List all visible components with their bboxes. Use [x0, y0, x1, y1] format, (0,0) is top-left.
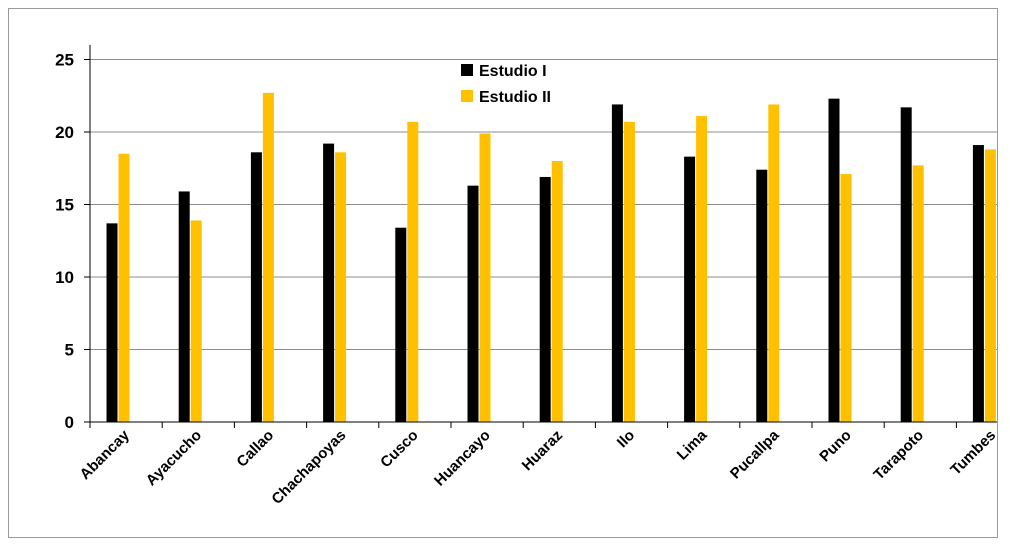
- bar-estudio-i-huaraz: [539, 176, 551, 422]
- x-tick-label: Puno: [816, 427, 855, 466]
- bar-estudio-i-ayacucho: [178, 191, 190, 422]
- legend-label: Estudio II: [479, 89, 551, 106]
- bar-estudio-ii-puno: [840, 174, 852, 422]
- x-tick-label: Ayacucho: [143, 427, 205, 489]
- bar-estudio-ii-huaraz: [551, 161, 563, 422]
- x-tick-label: Chachapoyas: [268, 427, 349, 508]
- bar-estudio-i-abancay: [106, 223, 118, 422]
- bar-estudio-i-cusco: [395, 227, 407, 422]
- x-tick-label: Huancayo: [431, 427, 494, 490]
- bar-estudio-ii-tarapoto: [912, 165, 924, 422]
- bar-estudio-i-tarapoto: [900, 107, 912, 422]
- bar-estudio-ii-tumbes: [984, 149, 996, 422]
- legend-label: Estudio I: [479, 63, 547, 80]
- y-tick-label: 0: [65, 413, 74, 432]
- bar-estudio-ii-ilo: [623, 121, 635, 422]
- bar-estudio-ii-callao: [262, 92, 274, 422]
- x-tick-label: Tumbes: [947, 427, 999, 479]
- bar-chart: 0 5 10 15 20 25 Abancay Ayacucho CallaoChachapo…: [55, 45, 999, 508]
- bar-estudio-i-ilo: [611, 104, 623, 422]
- legend-swatch: [461, 90, 473, 102]
- x-tick-label: Huaraz: [519, 427, 566, 474]
- y-tick-label: 5: [65, 341, 74, 360]
- bar-estudio-ii-lima: [696, 116, 708, 423]
- x-tick-label: Lima: [674, 426, 711, 463]
- y-tick-label: 10: [55, 268, 74, 287]
- y-tick-labels: 0 5 10 15 20 25: [55, 51, 74, 433]
- bar-estudio-i-chachapoyas: [323, 143, 335, 422]
- bar-estudio-i-tumbes: [972, 145, 984, 423]
- bar-estudio-i-puno: [828, 98, 840, 423]
- bar-estudio-ii-cusco: [407, 121, 419, 422]
- bar-estudio-ii-pucallpa: [768, 104, 780, 422]
- bar-estudio-ii-chachapoyas: [335, 152, 347, 423]
- y-tick-label: 20: [55, 123, 74, 142]
- x-tick-label: Pucallpa: [727, 426, 783, 482]
- bar-estudio-i-lima: [684, 156, 696, 422]
- x-tick-label: Tarapoto: [870, 427, 927, 484]
- legend-swatch: [461, 64, 473, 76]
- chart-frame: 0 5 10 15 20 25 Abancay Ayacucho Callao Chachapo…: [8, 8, 999, 538]
- bar-estudio-ii-abancay: [118, 153, 130, 422]
- bar-estudio-i-huancayo: [467, 185, 479, 422]
- y-tick-label: 15: [55, 196, 74, 215]
- x-tick-label: Abancay: [77, 426, 134, 483]
- bars: [106, 92, 996, 423]
- x-tick-label: Callao: [233, 427, 277, 471]
- legend: Estudio I Estudio II: [461, 63, 551, 106]
- x-tick-label: Cusco: [377, 427, 421, 471]
- axes: [84, 45, 997, 428]
- bar-estudio-i-pucallpa: [756, 169, 768, 422]
- bar-estudio-i-callao: [250, 152, 262, 423]
- bar-estudio-ii-huancayo: [479, 133, 491, 422]
- bar-estudio-ii-ayacucho: [190, 220, 202, 422]
- y-tick-label: 25: [55, 51, 74, 70]
- x-tick-label: Ilo: [614, 427, 638, 451]
